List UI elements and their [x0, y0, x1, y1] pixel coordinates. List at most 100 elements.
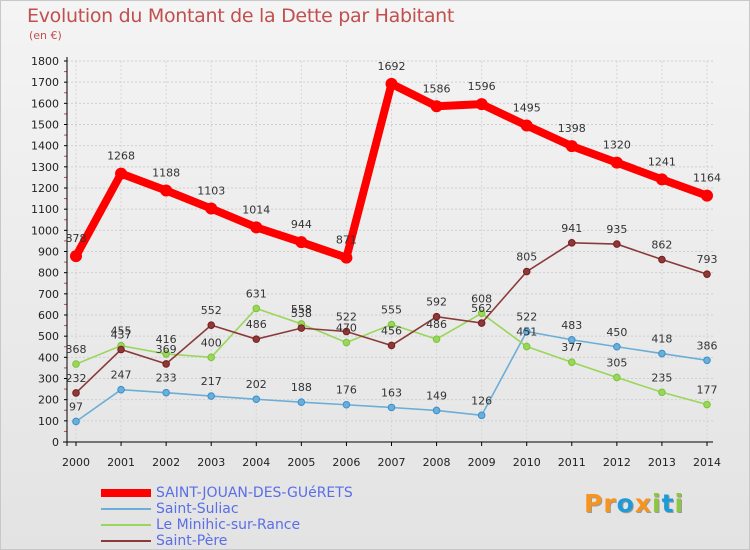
- y-tick-label: 1600: [31, 97, 59, 110]
- y-tick-label: 1800: [31, 55, 59, 68]
- data-label: 1164: [693, 172, 721, 185]
- y-tick-label: 1300: [31, 161, 59, 174]
- data-point-main: [295, 236, 308, 249]
- data-label: 1586: [423, 82, 451, 95]
- data-label: 233: [156, 372, 177, 385]
- legend-item: Saint-Père: [101, 533, 401, 549]
- x-tick-label: 2012: [603, 456, 631, 469]
- data-label: 386: [697, 339, 718, 352]
- data-label: 608: [471, 292, 492, 305]
- data-point: [613, 240, 621, 248]
- y-tick-label: 1500: [31, 119, 59, 132]
- data-point: [252, 304, 261, 313]
- data-label: 486: [426, 318, 447, 331]
- data-point-main: [340, 251, 353, 264]
- data-label: 522: [336, 311, 357, 324]
- legend: SAINT-JOUAN-DES-GUéRETS Saint-Suliac Le Mi…: [101, 485, 401, 549]
- data-label: 1014: [242, 203, 270, 216]
- data-label: 400: [201, 336, 222, 349]
- data-point-main: [610, 156, 623, 169]
- data-label: 486: [246, 318, 267, 331]
- data-point: [297, 398, 306, 407]
- data-point: [342, 338, 351, 347]
- data-point: [658, 349, 666, 358]
- data-label: 805: [516, 251, 537, 264]
- data-point: [342, 327, 351, 336]
- data-point: [117, 385, 125, 394]
- data-point: [117, 345, 125, 354]
- data-label: 235: [651, 371, 672, 384]
- data-point: [567, 335, 576, 344]
- data-point: [387, 341, 396, 350]
- data-label: 369: [156, 343, 177, 356]
- data-label: 416: [156, 333, 177, 346]
- data-point: [207, 321, 216, 329]
- data-label: 1188: [152, 167, 180, 180]
- data-point: [522, 267, 531, 276]
- data-point: [477, 411, 486, 420]
- y-tick-label: 600: [38, 309, 59, 322]
- data-label: 377: [561, 341, 582, 354]
- data-label: 871: [336, 234, 357, 247]
- legend-label: SAINT-JOUAN-DES-GUéRETS: [156, 485, 353, 501]
- data-point: [72, 389, 80, 397]
- data-label: 247: [111, 369, 132, 382]
- data-label: 862: [651, 239, 672, 252]
- data-label: 1320: [603, 139, 631, 152]
- data-label: 456: [381, 324, 402, 337]
- data-label: 470: [336, 322, 357, 335]
- x-tick-label: 2014: [693, 456, 721, 469]
- y-tick-label: 1700: [31, 76, 59, 89]
- data-point-main: [520, 119, 533, 132]
- data-point: [297, 324, 306, 332]
- data-point-main: [475, 98, 488, 111]
- data-point: [162, 360, 170, 368]
- data-label: 538: [291, 307, 312, 320]
- x-tick-label: 2003: [197, 456, 225, 469]
- data-label: 558: [291, 303, 312, 316]
- data-point: [387, 403, 396, 412]
- logo-letter: i: [652, 489, 662, 518]
- data-point: [703, 400, 711, 409]
- data-point: [658, 255, 666, 264]
- data-point-main: [160, 184, 173, 197]
- legend-item: Le Minihic-sur-Rance: [101, 517, 401, 533]
- data-point-main: [205, 202, 218, 215]
- data-label: 1241: [648, 155, 676, 168]
- data-label: 1692: [378, 60, 406, 73]
- data-label: 450: [606, 326, 627, 339]
- data-label: 483: [561, 319, 582, 332]
- data-point: [567, 239, 576, 247]
- x-tick-label: 2007: [378, 456, 406, 469]
- legend-item: SAINT-JOUAN-DES-GUéRETS: [101, 485, 401, 501]
- x-tick-label: 2009: [468, 456, 496, 469]
- data-point: [613, 373, 621, 382]
- data-point: [72, 360, 80, 368]
- y-tick-label: 100: [38, 415, 59, 428]
- y-tick-label: 1000: [31, 224, 59, 237]
- data-point: [522, 342, 531, 351]
- data-label: 878: [66, 232, 87, 245]
- y-tick-label: 500: [38, 330, 59, 343]
- data-point-main: [115, 167, 128, 180]
- data-label: 232: [66, 372, 87, 385]
- data-label: 793: [697, 253, 718, 266]
- data-label: 126: [471, 394, 492, 407]
- data-labels: 878 1268 1188 1103 1014 944 871 1692 1586 1596 149…: [66, 60, 722, 414]
- y-tick-label: 200: [38, 394, 59, 407]
- legend-swatch: [101, 489, 151, 497]
- legend-swatch: [101, 540, 151, 542]
- data-point: [252, 335, 261, 343]
- data-point: [477, 319, 486, 327]
- data-label: 149: [426, 389, 447, 402]
- data-label: 935: [606, 223, 627, 236]
- data-label: 522: [516, 311, 537, 324]
- x-tick-label: 2001: [107, 456, 135, 469]
- data-label: 944: [291, 218, 312, 231]
- data-label: 451: [516, 326, 537, 339]
- logo-letter: t: [661, 489, 675, 518]
- data-point: [207, 353, 216, 362]
- y-tick-label: 300: [38, 373, 59, 386]
- y-tick-label: 400: [38, 351, 59, 364]
